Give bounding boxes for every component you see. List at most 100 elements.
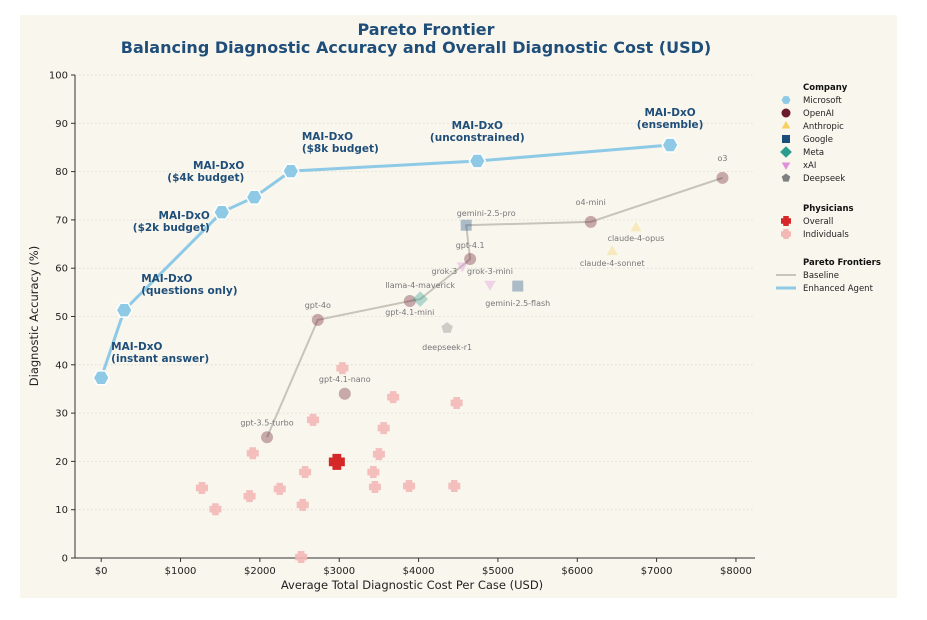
model-marker-gemini-2.5-pro — [460, 219, 472, 231]
model-label: gpt-4o — [305, 301, 331, 310]
model-label: gpt-4.1-mini — [385, 308, 434, 317]
y-tick-label: 90 — [55, 119, 68, 130]
x-tick-label: $7000 — [641, 566, 673, 577]
mai-dxo-label: MAI-DxO — [141, 273, 192, 285]
legend-item-openai: OpenAI — [803, 109, 834, 119]
model-label: gpt-3.5-turbo — [240, 418, 293, 427]
model-marker-o3 — [716, 171, 729, 184]
legend-marker-anthropic — [781, 121, 791, 129]
y-tick-label: 50 — [55, 312, 68, 323]
x-tick-label: $5000 — [482, 566, 514, 577]
x-axis-label: Average Total Diagnostic Cost Per Case (… — [281, 578, 543, 592]
legend-marker-individuals — [781, 229, 791, 239]
model-marker-gpt-4.1-nano — [338, 387, 351, 400]
physician-individual-marker — [295, 551, 308, 564]
mai-dxo-label: (unconstrained) — [430, 132, 525, 144]
chart-title-line-1: Pareto Frontier — [357, 20, 494, 39]
physician-individual-marker — [307, 413, 320, 426]
model-marker-claude-4-opus — [630, 221, 642, 232]
legend-marker-microsoft — [781, 96, 791, 104]
mai-dxo-marker — [245, 189, 264, 205]
physician-individual-marker — [368, 480, 381, 493]
x-tick-label: $4000 — [403, 566, 435, 577]
physician-individual-marker — [246, 447, 259, 460]
physician-individual-marker — [195, 481, 208, 494]
legend-marker-openai — [781, 108, 791, 118]
legend-item-anthropic: Anthropic — [803, 122, 844, 132]
mai-dxo-marker — [661, 137, 679, 153]
chart-panel — [20, 15, 897, 598]
physician-individual-marker — [273, 482, 286, 495]
legend-item-overall: Overall — [803, 217, 833, 227]
x-tick-label: $6000 — [561, 566, 593, 577]
x-tick-label: $8000 — [720, 566, 752, 577]
mai-dxo-marker — [281, 163, 300, 179]
physician-individual-marker — [450, 396, 463, 409]
physician-individual-marker — [296, 498, 309, 511]
mai-dxo-marker — [468, 153, 487, 169]
y-tick-label: 30 — [55, 409, 68, 420]
model-label: llama-4-maverick — [385, 281, 455, 290]
model-marker-llama-4-maverick — [412, 291, 428, 307]
mai-dxo-label: ($2k budget) — [133, 222, 210, 234]
x-tick-label: $2000 — [244, 566, 276, 577]
model-label: grok-3 — [432, 267, 458, 276]
mai-dxo-label: ($4k budget) — [167, 172, 244, 184]
model-label: deepseek-r1 — [422, 343, 472, 352]
model-marker-gpt-4o — [311, 313, 324, 326]
y-tick-label: 20 — [55, 457, 68, 468]
model-label: gemini-2.5-flash — [485, 299, 550, 308]
y-tick-label: 40 — [55, 360, 68, 371]
physician-individual-marker — [377, 422, 390, 435]
mai-dxo-label: (ensemble) — [637, 119, 704, 131]
y-axis-label: Diagnostic Accuracy (%) — [27, 246, 41, 386]
model-marker-grok-3 — [456, 262, 468, 273]
legend-item-individuals: Individuals — [803, 230, 849, 240]
legend-title-frontiers: Pareto Frontiers — [803, 258, 881, 268]
y-tick-label: 100 — [49, 71, 68, 82]
physician-individual-marker — [336, 362, 349, 375]
mai-dxo-label: MAI-DxO — [193, 160, 244, 172]
model-marker-claude-4-sonnet — [606, 245, 618, 256]
y-tick-label: 0 — [62, 554, 68, 565]
model-marker-gpt-4.1-mini — [403, 295, 416, 308]
model-label: o4-mini — [576, 198, 606, 207]
x-tick-label: $3000 — [323, 566, 355, 577]
model-marker-gemini-2.5-flash — [512, 280, 524, 292]
legend-marker-deepseek — [781, 173, 791, 182]
mai-dxo-label: MAI-DxO — [159, 210, 210, 222]
legend-item-meta: Meta — [803, 148, 824, 158]
y-tick-label: 60 — [55, 264, 68, 275]
legend-title-company: Company — [803, 83, 848, 93]
mai-dxo-label: MAI-DxO — [302, 131, 353, 143]
y-tick-label: 70 — [55, 215, 68, 226]
mai-dxo-label: MAI-DxO — [111, 341, 162, 353]
x-tick-label: $0 — [95, 566, 108, 577]
physician-individual-marker — [367, 466, 380, 479]
mai-dxo-label: MAI-DxO — [452, 120, 503, 132]
legend-marker-overall — [781, 216, 791, 226]
legend-item-microsoft: Microsoft — [803, 96, 842, 106]
legend-item-baseline: Baseline — [803, 271, 839, 281]
y-tick-label: 80 — [55, 167, 68, 178]
mai-dxo-label: MAI-DxO — [644, 107, 695, 119]
model-marker-gpt-3.5-turbo — [261, 431, 274, 444]
model-label: gemini-2.5-pro — [457, 209, 516, 218]
model-marker-gpt-4.1 — [464, 253, 477, 266]
legend-marker-google — [782, 135, 790, 143]
mai-dxo-label: ($8k budget) — [302, 143, 379, 155]
physician-individual-marker — [372, 448, 385, 461]
mai-dxo-label: (questions only) — [141, 285, 237, 297]
chart-title-line-2: Balancing Diagnostic Accuracy and Overal… — [121, 38, 711, 57]
legend-item-xai: xAI — [803, 161, 816, 171]
model-label: gpt-4.1-nano — [319, 375, 371, 384]
legend-item-deepseek: Deepseek — [803, 174, 845, 184]
model-label: grok-3-mini — [467, 267, 513, 276]
mai-dxo-marker — [115, 302, 134, 318]
model-label: claude-4-opus — [608, 234, 665, 243]
model-label: o3 — [717, 154, 727, 163]
physician-individual-marker — [403, 480, 416, 493]
y-tick-label: 10 — [55, 505, 68, 516]
legend-marker-xai — [781, 162, 791, 170]
